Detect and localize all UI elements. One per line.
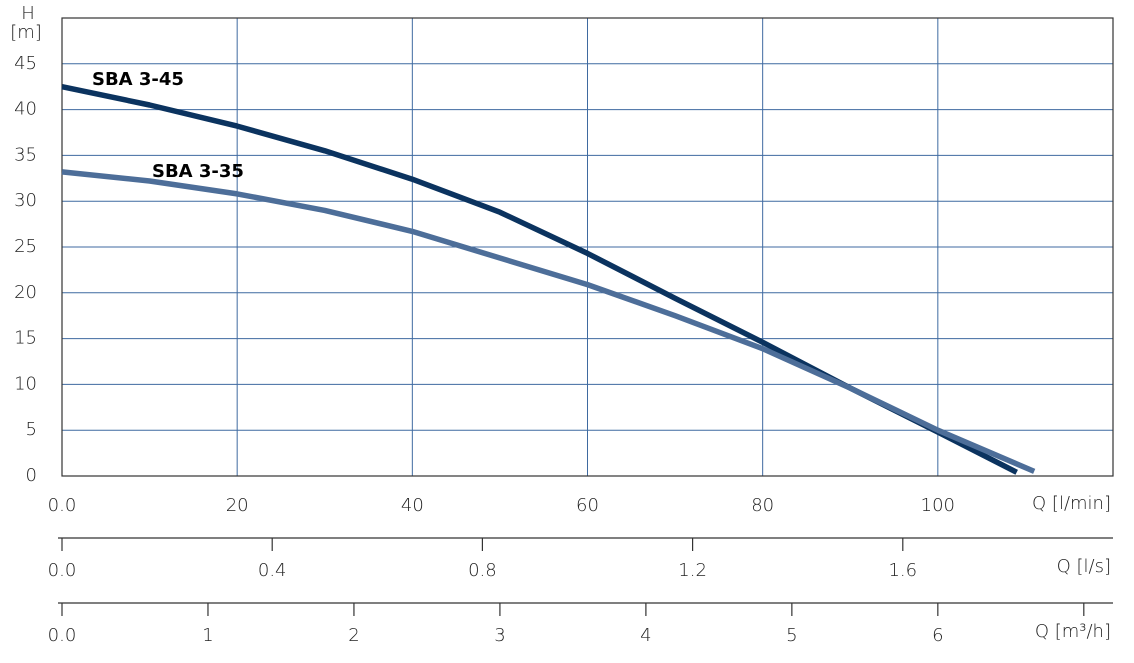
- x-axis-label: Q [l/s]: [1057, 556, 1111, 577]
- y-tick-label: 0: [26, 465, 37, 486]
- x-tick-label: 80: [751, 495, 774, 516]
- x-tick-label: 100: [921, 495, 955, 516]
- x-tick-label: 5: [786, 625, 797, 646]
- x-tick-label: 0.0: [48, 625, 77, 646]
- y-tick-label: 35: [14, 144, 37, 165]
- y-tick-label: 30: [14, 190, 37, 211]
- y-tick-label: 5: [26, 419, 37, 440]
- x-tick-label: 4: [640, 625, 651, 646]
- y-axis-label: H: [21, 3, 35, 24]
- series-label: SBA 3-45: [92, 69, 184, 90]
- x-tick-label: 1.2: [678, 560, 707, 581]
- y-axis-unit: [m]: [10, 22, 42, 43]
- curve: [61, 84, 1018, 475]
- y-tick-label: 15: [14, 328, 37, 349]
- y-tick-label: 45: [14, 53, 37, 74]
- x-tick-label: 60: [576, 495, 599, 516]
- x-tick-label: 40: [401, 495, 424, 516]
- x-tick-label: 0.8: [468, 560, 497, 581]
- x-tick-label: 3: [494, 625, 505, 646]
- y-tick-label: 25: [14, 236, 37, 257]
- x-axis-label: Q [m³/h]: [1035, 621, 1111, 642]
- x-tick-label: 0.0: [48, 560, 77, 581]
- x-tick-label: 2: [348, 625, 359, 646]
- y-tick-label: 40: [14, 99, 37, 120]
- y-tick-label: 10: [14, 373, 37, 394]
- x-tick-label: 1: [202, 625, 213, 646]
- x-tick-label: 6: [932, 625, 943, 646]
- x-tick-label: 0.0: [48, 495, 77, 516]
- x-axis-label: Q [l/min]: [1032, 493, 1111, 514]
- x-tick-label: 20: [226, 495, 249, 516]
- x-tick-label: 0.4: [258, 560, 287, 581]
- x-tick-label: 1.6: [888, 560, 917, 581]
- curve: [61, 169, 1036, 474]
- series-label: SBA 3-35: [152, 161, 244, 182]
- plot-frame: [61, 17, 1114, 477]
- y-tick-label: 20: [14, 282, 37, 303]
